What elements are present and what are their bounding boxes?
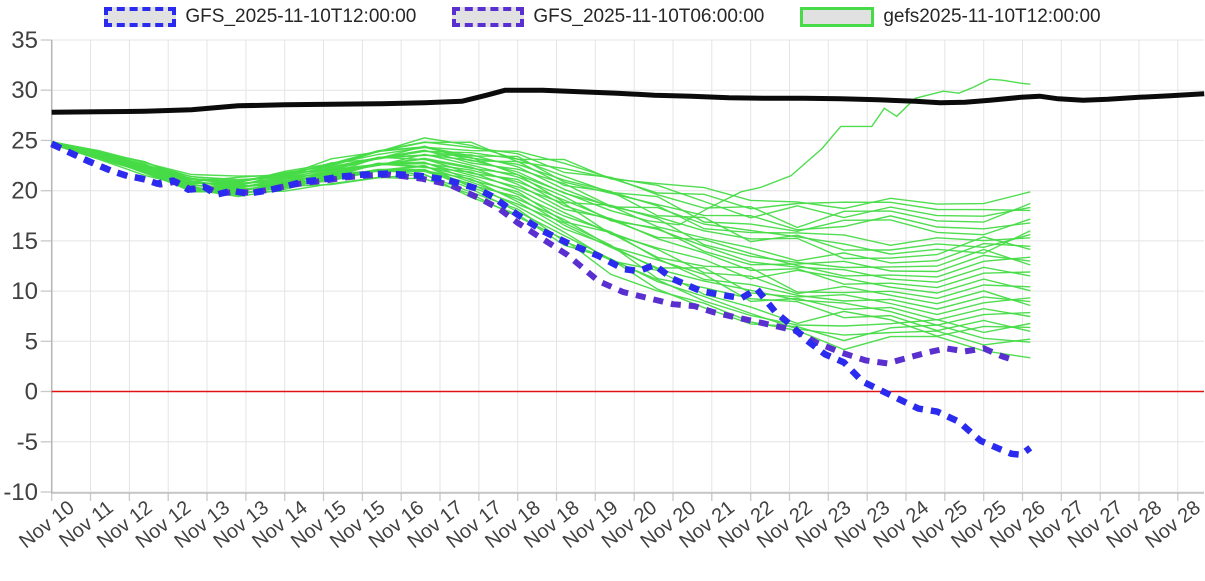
legend-item-gfs-12z[interactable]: GFS_2025-11-10T12:00:00	[104, 6, 416, 28]
solid-line-swatch-icon	[800, 7, 875, 27]
svg-text:25: 25	[11, 127, 38, 154]
legend-label-gefs-12z: gefs2025-11-10T12:00:00	[883, 6, 1101, 27]
legend-label-gfs-12z: GFS_2025-11-10T12:00:00	[185, 6, 417, 27]
svg-text:-5: -5	[17, 429, 38, 456]
svg-text:20: 20	[11, 178, 38, 205]
svg-text:10: 10	[11, 278, 38, 305]
svg-text:-10: -10	[3, 479, 38, 506]
gefs-ensemble-lines	[51, 78, 1031, 359]
legend-item-gfs-06z[interactable]: GFS_2025-11-10T06:00:00	[452, 6, 764, 28]
svg-text:30: 30	[11, 77, 38, 104]
upper-bound-line	[51, 87, 1205, 115]
svg-text:0: 0	[25, 379, 38, 406]
y-axis-labels: 35 30 25 20 15 10 5 0 -5 -10	[3, 27, 38, 506]
svg-text:15: 15	[11, 228, 38, 255]
chart-legend: GFS_2025-11-10T12:00:00 GFS_2025-11-10T0…	[0, 2, 1205, 32]
dashed-line-swatch-icon	[104, 7, 177, 27]
svg-text:5: 5	[25, 328, 38, 355]
dashed-line-swatch-icon	[452, 7, 525, 27]
legend-item-gefs-12z[interactable]: gefs2025-11-10T12:00:00	[800, 6, 1101, 28]
legend-label-gfs-06z: GFS_2025-11-10T06:00:00	[533, 6, 765, 27]
svg-text:35: 35	[11, 27, 38, 54]
